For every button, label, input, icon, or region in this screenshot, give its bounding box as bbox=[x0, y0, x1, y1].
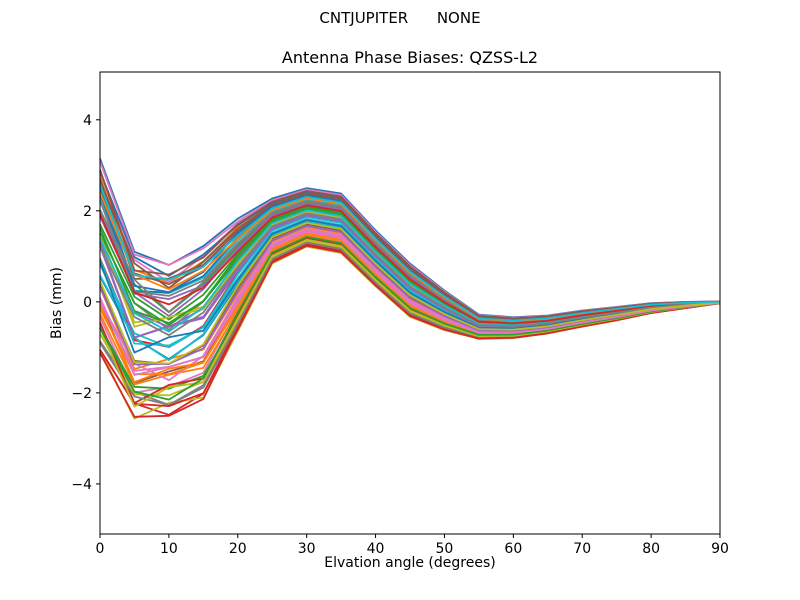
x-tick-label: 50 bbox=[436, 541, 454, 557]
series-line bbox=[99, 184, 721, 322]
series-line bbox=[99, 235, 721, 401]
x-tick-label: 90 bbox=[711, 541, 729, 557]
x-tick-label: 80 bbox=[642, 541, 660, 557]
x-tick-label: 40 bbox=[367, 541, 385, 557]
series-line bbox=[99, 212, 721, 337]
x-axis-label: Elvation angle (degrees) bbox=[324, 555, 496, 571]
y-tick-label: 2 bbox=[83, 204, 92, 220]
series-line bbox=[99, 230, 721, 372]
figure-suptitle: CNTJUPITER NONE bbox=[319, 9, 481, 27]
x-tick-label: 10 bbox=[160, 541, 178, 557]
x-tick-label: 20 bbox=[229, 541, 247, 557]
series-line bbox=[99, 222, 721, 365]
y-tick-label: 0 bbox=[83, 295, 92, 311]
series-line bbox=[99, 244, 721, 408]
y-tick-label: −4 bbox=[71, 477, 92, 493]
plot-border bbox=[99, 71, 721, 535]
y-tick-label: 4 bbox=[83, 113, 92, 129]
x-tick-label: 30 bbox=[298, 541, 316, 557]
axes-title: Antenna Phase Biases: QZSS-L2 bbox=[281, 48, 539, 67]
series-line bbox=[99, 169, 721, 320]
x-tick-label: 60 bbox=[504, 541, 522, 557]
x-tick-label: 70 bbox=[573, 541, 591, 557]
series-line bbox=[99, 204, 721, 325]
y-axis-label: Bias (mm) bbox=[49, 266, 65, 340]
y-tick-label: −2 bbox=[71, 386, 92, 402]
x-tick-label: 0 bbox=[96, 541, 105, 557]
